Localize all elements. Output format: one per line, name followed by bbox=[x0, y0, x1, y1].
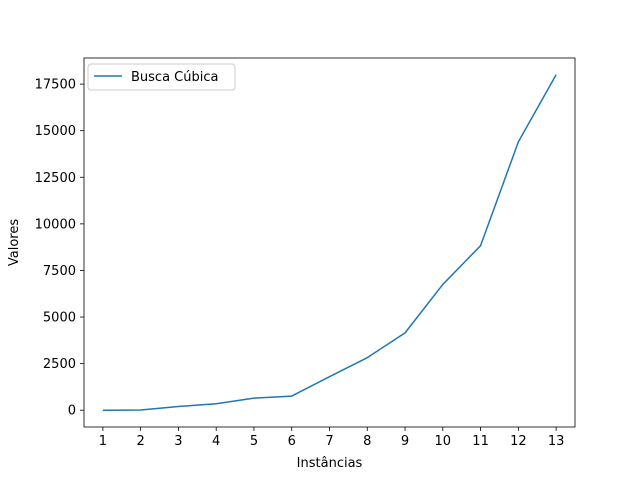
y-tick-label: 15000 bbox=[35, 124, 76, 139]
legend-box bbox=[87, 63, 236, 91]
x-tick-label: 7 bbox=[325, 434, 333, 449]
y-tick-label: 5000 bbox=[43, 311, 76, 326]
x-tick-label: 9 bbox=[401, 434, 409, 449]
x-tick-label: 12 bbox=[510, 434, 527, 449]
y-tick-label: 2500 bbox=[43, 357, 76, 372]
x-tick-label: 1 bbox=[99, 434, 107, 449]
y-axis: 0 2500 5000 7500 10000 12500 15000 17500 bbox=[35, 78, 84, 419]
x-tick-label: 2 bbox=[137, 434, 145, 449]
x-tick-label: 8 bbox=[363, 434, 371, 449]
y-axis-label: Valores bbox=[7, 219, 22, 266]
y-tick-label: 17500 bbox=[35, 78, 76, 93]
x-tick-label: 10 bbox=[435, 434, 452, 449]
legend: Busca Cúbica bbox=[87, 63, 236, 91]
x-tick-label: 4 bbox=[212, 434, 220, 449]
y-tick-label: 0 bbox=[68, 404, 76, 419]
axes-frame bbox=[83, 57, 576, 428]
series-group bbox=[102, 74, 557, 411]
x-tick-label: 11 bbox=[472, 434, 489, 449]
y-tick-label: 7500 bbox=[43, 264, 76, 279]
x-tick-label: 6 bbox=[288, 434, 296, 449]
x-tick-label: 13 bbox=[548, 434, 565, 449]
x-axis-label: Instâncias bbox=[297, 456, 363, 471]
x-tick-label: 3 bbox=[174, 434, 182, 449]
x-axis: 1 2 3 4 5 6 7 8 9 10 11 12 13 bbox=[99, 427, 565, 449]
x-tick-label: 5 bbox=[250, 434, 258, 449]
legend-label: Busca Cúbica bbox=[131, 70, 218, 85]
y-tick-label: 10000 bbox=[35, 217, 76, 232]
y-tick-label: 12500 bbox=[35, 171, 76, 186]
